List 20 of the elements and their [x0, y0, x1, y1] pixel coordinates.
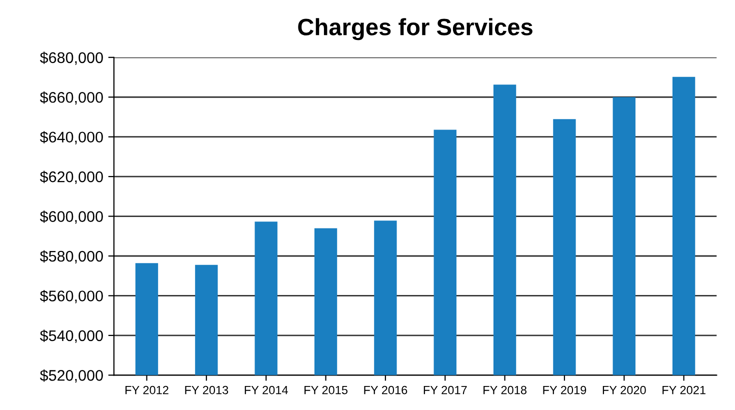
- y-tick-label: $540,000: [40, 330, 103, 343]
- x-tick-label: FY 2021: [662, 386, 706, 394]
- y-tick-label: $680,000: [40, 52, 103, 65]
- x-tick-label: FY 2014: [244, 386, 288, 394]
- x-tick-label: FY 2016: [364, 386, 408, 394]
- y-tick-label: $660,000: [40, 91, 103, 105]
- x-tick-label: FY 2020: [602, 386, 646, 394]
- chart-title: Charges for Services: [298, 18, 532, 40]
- y-tick-label: $620,000: [40, 170, 103, 184]
- x-tick-label: FY 2012: [126, 386, 168, 394]
- x-tick-label: FY 2017: [424, 386, 467, 394]
- x-tick-label: FY 2018: [484, 386, 526, 394]
- y-tick-label: $520,000: [40, 369, 103, 383]
- y-tick-label: $560,000: [40, 290, 103, 304]
- y-tick-label: $600,000: [40, 210, 103, 224]
- x-tick-label: FY 2019: [543, 386, 586, 394]
- y-tick-label: $580,000: [40, 250, 103, 264]
- y-tick-label: $640,000: [40, 131, 103, 144]
- x-tick-label: FY 2013: [185, 386, 228, 394]
- x-tick-label: FY 2015: [304, 386, 348, 394]
